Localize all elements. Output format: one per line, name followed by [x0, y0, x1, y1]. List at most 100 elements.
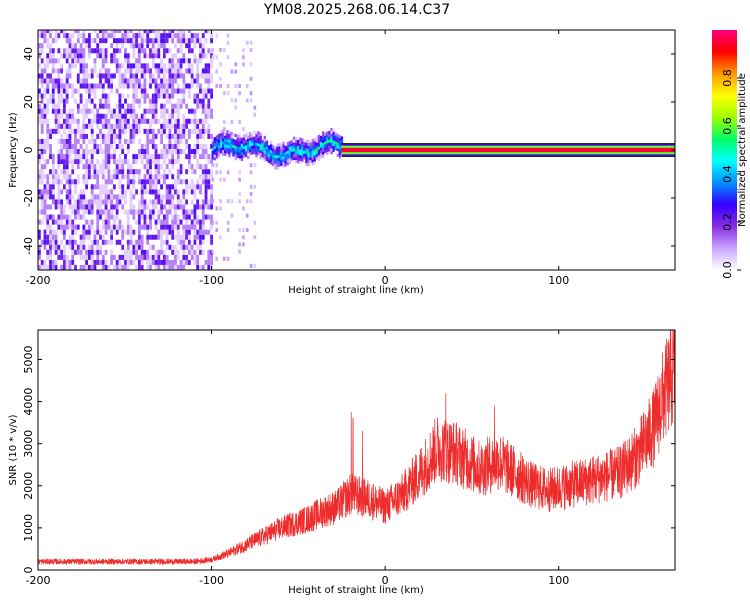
heatmap-cell [261, 151, 264, 155]
heatmap-cell [140, 159, 144, 165]
heatmap-cell [54, 244, 58, 250]
heatmap-cell [319, 147, 323, 151]
heatmap-cell [49, 154, 52, 160]
heatmap-cell [38, 154, 41, 160]
heatmap-cell [278, 154, 281, 159]
heatmap-cell [157, 128, 161, 134]
heatmap-cell [38, 229, 41, 235]
heatmap-cell [244, 150, 248, 155]
heatmap-cell [276, 155, 279, 159]
heatmap-cell [307, 154, 310, 158]
heatmap-cell [176, 219, 180, 225]
heatmap-cell [213, 151, 217, 155]
heatmap-cell [110, 113, 114, 119]
heatmap-cell [71, 219, 75, 225]
heatmap-cell [157, 219, 161, 225]
heatmap-cell [137, 169, 141, 175]
heatmap-cell [115, 224, 119, 230]
heatmap-cell [199, 38, 202, 44]
heatmap-cell [174, 184, 177, 190]
heatmap-cell [104, 249, 108, 255]
heatmap-cell [87, 48, 91, 54]
heatmap-cell [244, 145, 248, 149]
heatmap-cell [124, 30, 127, 34]
heatmap-cell [146, 149, 150, 155]
heatmap-cell [112, 174, 116, 180]
heatmap-cell [96, 43, 100, 49]
heatmap-cell [93, 58, 97, 64]
heatmap-cell [313, 158, 317, 162]
heatmap-cell [168, 48, 172, 54]
heatmap-cell [104, 30, 108, 34]
heatmap-cell [168, 118, 172, 124]
heatmap-cell [185, 209, 188, 215]
heatmap-cell [62, 33, 66, 39]
heatmap-cell [215, 228, 218, 232]
heatmap-cell [294, 136, 298, 140]
heatmap-cell [107, 194, 111, 200]
heatmap-cell [99, 199, 102, 205]
heatmap-cell [160, 123, 163, 129]
heatmap-cell [49, 259, 52, 265]
heatmap-cell [217, 142, 221, 146]
heatmap-cell [249, 199, 253, 204]
heatmap-cell [201, 229, 205, 235]
heatmap-cell [65, 33, 69, 39]
heatmap-cell [157, 68, 161, 74]
heatmap-cell [151, 138, 155, 144]
heatmap-cell [101, 48, 105, 54]
heatmap-cell [215, 143, 219, 148]
heatmap-cell [151, 159, 155, 165]
heatmap-cell [321, 134, 325, 138]
heatmap-cell [271, 145, 275, 149]
heatmap-cell [57, 219, 61, 225]
heatmap-cell [282, 144, 285, 148]
heatmap-cell [82, 68, 86, 74]
heatmap-cell [38, 78, 41, 84]
heatmap-cell [151, 174, 155, 180]
heatmap-cell [157, 38, 161, 44]
heatmap-cell [157, 199, 161, 205]
heatmap-cell [311, 159, 314, 163]
heatmap-cell [151, 254, 155, 260]
heatmap-cell [165, 78, 169, 84]
heatmap-cell [132, 229, 136, 235]
heatmap-cell [146, 93, 150, 99]
heatmap-cell [110, 234, 114, 240]
snr-y-label: SNR (10 * v/v) [8, 414, 19, 485]
heatmap-cell [165, 209, 169, 215]
heatmap-cell [168, 83, 172, 89]
heatmap-cell [132, 48, 136, 54]
heatmap-cell [224, 138, 227, 142]
heatmap-cell [118, 239, 122, 245]
heatmap-cell [132, 108, 136, 114]
heatmap-cell [85, 43, 89, 49]
heatmap-cell [154, 88, 158, 94]
heatmap-cell [230, 132, 233, 136]
heatmap-cell [79, 244, 83, 250]
heatmap-cell [315, 142, 319, 146]
heatmap-cell [196, 244, 200, 250]
heatmap-cell [146, 138, 150, 144]
heatmap-cell [182, 204, 186, 210]
heatmap-cell [93, 234, 97, 240]
heatmap-cell [157, 229, 161, 235]
heatmap-cell [199, 144, 202, 149]
heatmap-cell [251, 139, 254, 144]
heatmap-cell [196, 184, 200, 190]
heatmap-cell [65, 138, 69, 144]
heatmap-cell [210, 169, 213, 175]
heatmap-cell [51, 179, 55, 185]
heatmap-cell [168, 58, 172, 64]
heatmap-cell [71, 33, 75, 39]
heatmap-cell [193, 38, 197, 44]
heatmap-cell [182, 224, 186, 230]
heatmap-cell [76, 244, 80, 250]
heatmap-cell [85, 103, 89, 109]
heatmap-cell [43, 174, 47, 180]
heatmap-cell [46, 189, 50, 195]
heatmap-cell [193, 214, 197, 220]
heatmap-cell [160, 239, 163, 245]
heatmap-cell [129, 68, 133, 74]
heatmap-cell [204, 108, 208, 114]
